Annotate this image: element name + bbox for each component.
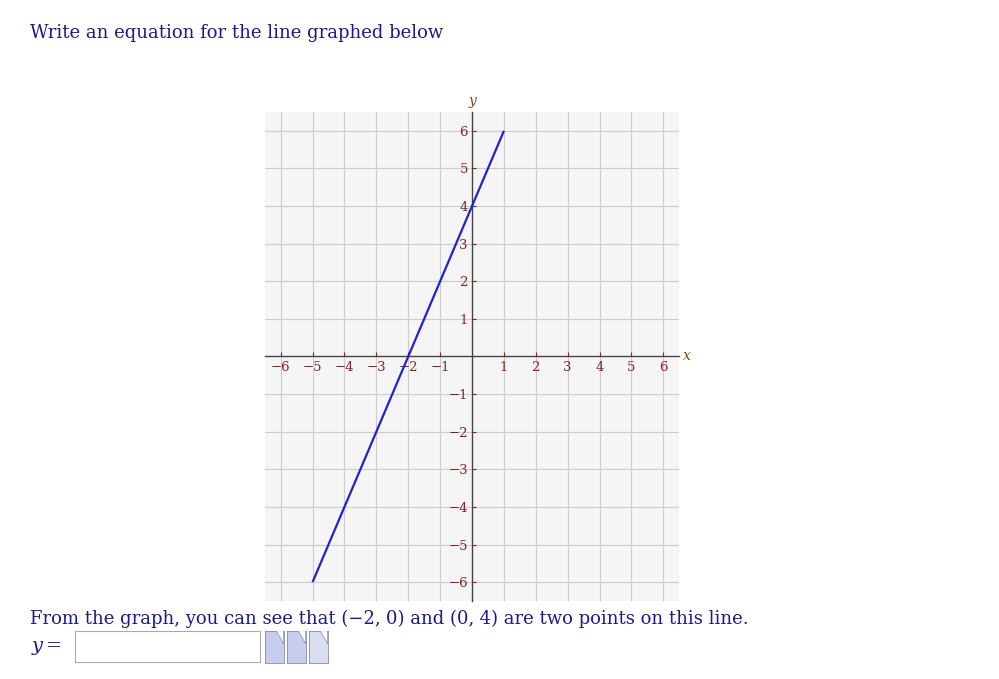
Text: From the graph, you can see that (−2,  0) and (0,  4) are two points on this lin: From the graph, you can see that (−2, 0)… xyxy=(30,610,748,628)
Text: Write an equation for the line graphed below: Write an equation for the line graphed b… xyxy=(30,24,444,42)
Text: y =: y = xyxy=(32,638,63,655)
Polygon shape xyxy=(298,631,306,644)
Text: y: y xyxy=(469,94,476,108)
Polygon shape xyxy=(320,631,328,644)
Polygon shape xyxy=(276,631,284,644)
Text: x: x xyxy=(682,350,690,363)
